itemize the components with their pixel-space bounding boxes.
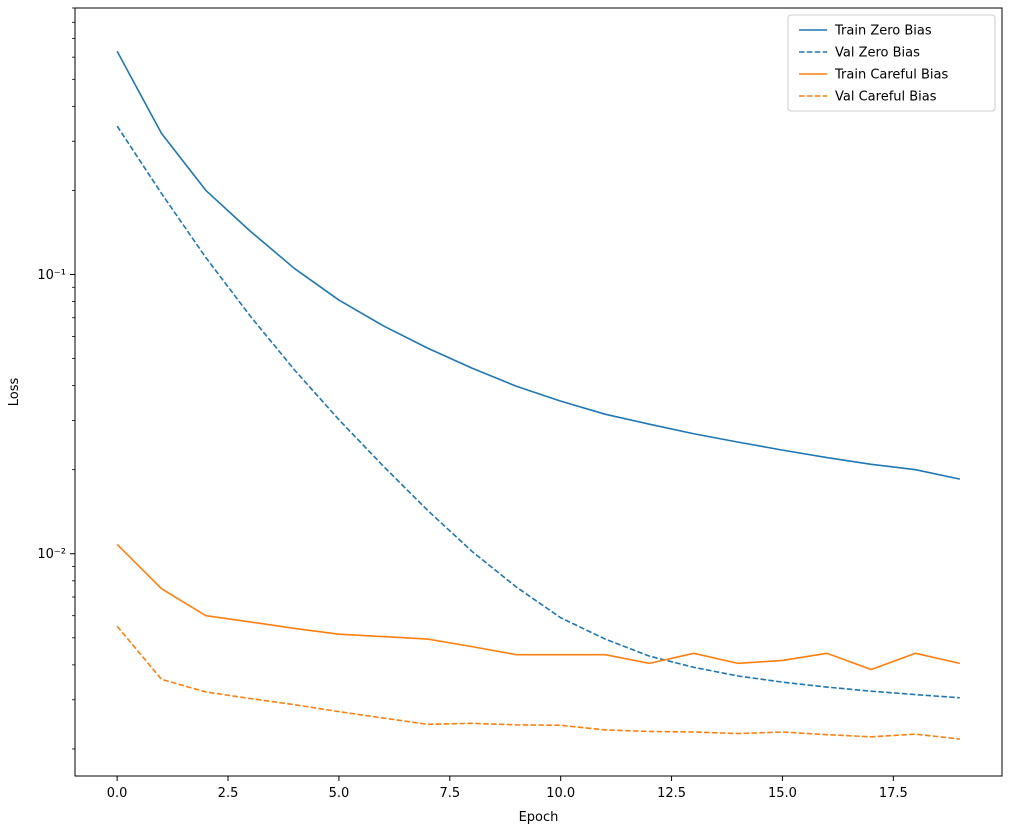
series-line-val-zero-bias bbox=[116, 125, 960, 699]
legend-label: Val Careful Bias bbox=[835, 90, 937, 105]
x-axis-tick-label: 12.5 bbox=[657, 786, 686, 801]
series-line-train-careful-bias bbox=[116, 543, 961, 671]
series-line-train-zero-bias bbox=[116, 50, 961, 480]
x-axis-tick-label: 17.5 bbox=[879, 786, 908, 801]
legend-label: Val Zero Bias bbox=[835, 46, 920, 61]
x-axis-tick-label: 15.0 bbox=[768, 786, 797, 801]
legend-label: Train Careful Bias bbox=[834, 68, 948, 83]
y-axis-tick-label: 10⁻² bbox=[37, 547, 66, 562]
plot-border bbox=[74, 7, 1003, 777]
x-axis-label: Epoch bbox=[519, 810, 559, 825]
y-axis-label: Loss bbox=[7, 378, 22, 407]
x-axis-tick-label: 2.5 bbox=[218, 786, 239, 801]
x-axis-tick-label: 7.5 bbox=[439, 786, 460, 801]
x-axis-tick-label: 0.0 bbox=[107, 786, 128, 801]
series-line-val-careful-bias bbox=[116, 625, 960, 740]
x-axis-tick-label: 5.0 bbox=[329, 786, 350, 801]
x-axis-tick-label: 10.0 bbox=[546, 786, 575, 801]
legend bbox=[787, 14, 996, 112]
legend-label: Train Zero Bias bbox=[834, 24, 932, 39]
y-axis-tick-label: 10⁻¹ bbox=[37, 268, 66, 283]
